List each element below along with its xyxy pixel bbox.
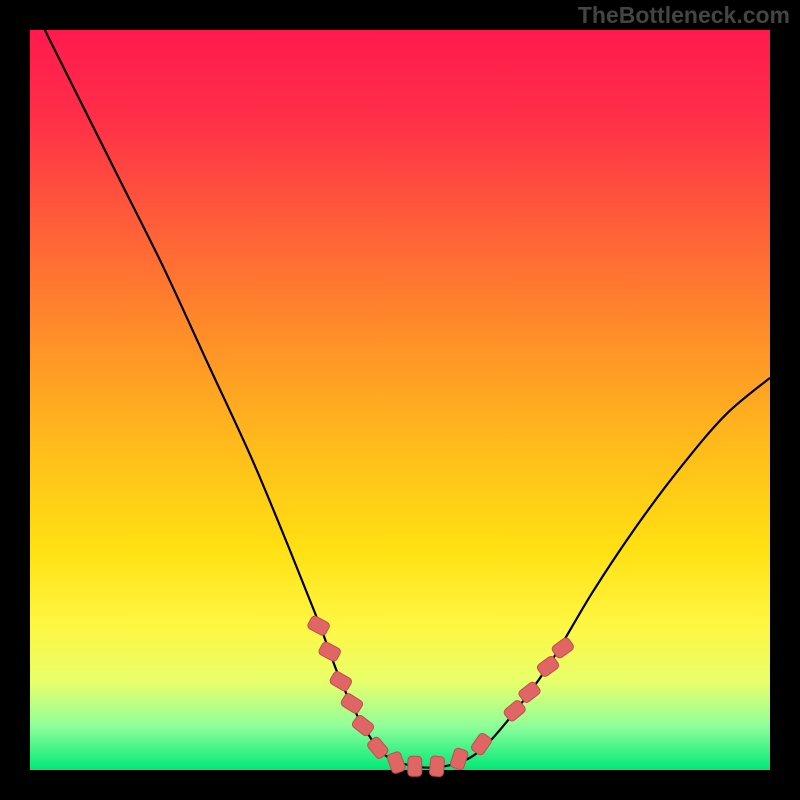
watermark-text: TheBottleneck.com [578,2,790,29]
plot-area [30,30,770,770]
curve-marker [408,756,422,776]
curve-marker [429,756,445,777]
bottleneck-chart [0,0,800,800]
